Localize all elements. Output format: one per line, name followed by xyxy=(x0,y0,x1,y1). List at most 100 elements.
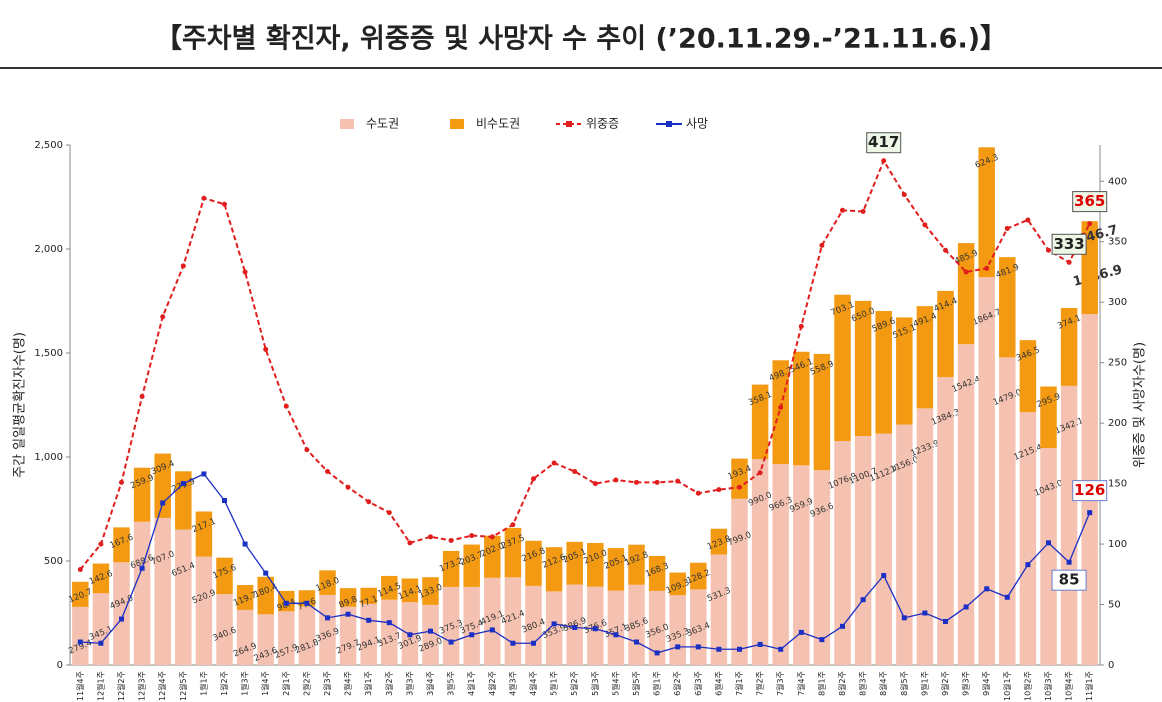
legend-swatch xyxy=(340,119,354,129)
x-tick-label: 12월1주 xyxy=(95,671,105,701)
point xyxy=(119,479,124,485)
bar xyxy=(195,511,213,557)
x-tick-label: 9월1주 xyxy=(919,671,929,696)
line xyxy=(80,473,1091,654)
bar xyxy=(566,584,583,665)
point xyxy=(386,510,392,516)
point xyxy=(819,242,825,248)
point xyxy=(1004,594,1010,600)
y2-axis-label: 위중증 및 사망자수(명) xyxy=(1133,342,1148,468)
bar xyxy=(1019,412,1037,665)
point xyxy=(510,522,516,528)
point xyxy=(201,195,207,201)
bar xyxy=(648,555,666,591)
x-tick-label: 4월3주 xyxy=(507,671,517,696)
y-tick-label: 500 xyxy=(44,556,63,567)
point xyxy=(778,404,784,410)
x-tick-label: 3월4주 xyxy=(425,671,435,696)
point xyxy=(757,641,763,647)
y2-tick-label: 100 xyxy=(1108,539,1127,550)
callout-label: 85 xyxy=(1059,571,1080,589)
x-tick-label: 5월1주 xyxy=(549,671,559,696)
point xyxy=(139,565,145,571)
chart-title: 【주차별 확진자, 위중증 및 사망자 수 추이 (’20.11.29.-’21… xyxy=(155,24,1007,55)
point xyxy=(160,500,166,506)
y2-tick-label: 0 xyxy=(1108,660,1114,671)
x-tick-label: 7월4주 xyxy=(796,671,806,696)
x-tick-label: 3월1주 xyxy=(363,671,373,696)
point xyxy=(778,646,784,652)
x-tick-label: 5월4주 xyxy=(610,671,620,696)
bar xyxy=(957,344,975,665)
bar xyxy=(92,563,110,594)
x-tick-label: 1월2주 xyxy=(219,671,229,696)
x-tick-label: 1월3주 xyxy=(240,671,250,696)
point xyxy=(77,639,83,645)
x-tick-label: 9월2주 xyxy=(940,671,950,696)
x-tick-label: 10월1주 xyxy=(1002,671,1012,701)
point xyxy=(1066,259,1072,265)
x-tick-label: 5월5주 xyxy=(631,671,641,696)
x-tick-label: 2월2주 xyxy=(301,671,311,696)
point xyxy=(345,484,351,490)
point xyxy=(963,604,969,610)
callout-label: 365 xyxy=(1074,192,1105,210)
x-tick-label: 3월2주 xyxy=(384,671,394,696)
bar xyxy=(793,351,810,466)
point xyxy=(737,646,742,652)
x-tick-label: 5월2주 xyxy=(569,671,579,696)
bar xyxy=(628,584,645,665)
point xyxy=(592,481,598,487)
point xyxy=(531,640,536,646)
bar xyxy=(175,471,192,530)
bar xyxy=(278,611,295,665)
x-tick-label: 8월2주 xyxy=(837,671,847,696)
point xyxy=(98,541,104,547)
point xyxy=(407,540,413,546)
bar xyxy=(72,606,89,665)
point xyxy=(860,209,866,215)
point xyxy=(675,644,681,650)
x-tick-label: 9월4주 xyxy=(981,671,991,696)
x-tick-label: 7월3주 xyxy=(775,671,785,696)
point xyxy=(695,490,701,496)
point xyxy=(881,573,887,579)
legend-label: 사망 xyxy=(686,117,708,131)
y-tick-label: 2,500 xyxy=(34,140,63,151)
point xyxy=(345,611,351,617)
legend-label: 위중증 xyxy=(586,117,619,131)
point xyxy=(860,597,866,603)
point xyxy=(716,487,722,493)
point xyxy=(366,617,372,623)
bar xyxy=(360,587,377,604)
bar xyxy=(710,554,728,665)
bar xyxy=(545,591,563,665)
point xyxy=(1004,225,1010,231)
x-tick-label: 4월2주 xyxy=(487,671,497,696)
point xyxy=(757,470,763,476)
legend-label: 비수도권 xyxy=(476,117,520,131)
point xyxy=(840,623,845,629)
bar xyxy=(1019,340,1037,413)
bar xyxy=(463,586,480,665)
bar xyxy=(772,464,789,665)
point xyxy=(366,499,372,505)
point xyxy=(77,566,83,572)
bar xyxy=(257,576,274,615)
point xyxy=(943,618,948,624)
point xyxy=(1046,247,1051,253)
point xyxy=(180,481,186,487)
point xyxy=(572,625,578,631)
callout-box xyxy=(1051,569,1087,591)
bar xyxy=(236,585,254,610)
point xyxy=(634,639,639,645)
x-tick-label: 2월1주 xyxy=(281,671,291,696)
x-tick-label: 12월3주 xyxy=(137,671,147,701)
point xyxy=(263,570,269,576)
bar xyxy=(1040,386,1057,449)
bar xyxy=(1040,448,1057,665)
point xyxy=(654,479,660,485)
point xyxy=(901,192,907,198)
point xyxy=(922,222,928,228)
x-tick-label: 10월3주 xyxy=(1043,671,1053,701)
